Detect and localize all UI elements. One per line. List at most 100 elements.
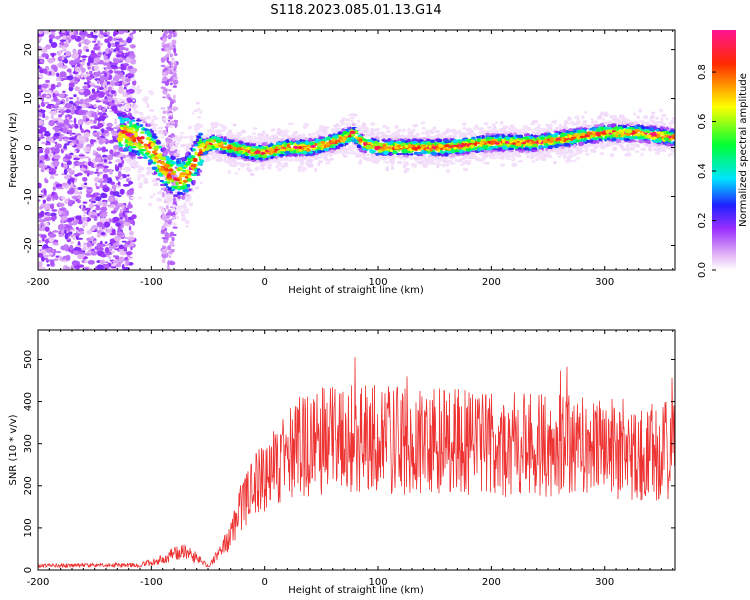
spectrogram-cell (68, 217, 75, 221)
spectrogram-cell (172, 214, 177, 218)
spectrogram-cell (52, 160, 60, 167)
spectrogram-cell (101, 146, 107, 153)
spectrogram-cell (49, 212, 57, 217)
spectrogram-cell (166, 224, 172, 227)
spectrogram-cell (125, 56, 132, 63)
spectrogram-cell (272, 153, 277, 157)
spectrogram-cell (129, 51, 135, 56)
spectrogram-cell (43, 30, 51, 35)
spectrogram-cell (517, 160, 524, 163)
spectrogram-cell (83, 170, 89, 174)
spectrogram-cell (118, 246, 125, 250)
spectrogram-cell (124, 144, 129, 148)
spectrogram-cell (467, 159, 472, 164)
spectrogram-cell (169, 102, 173, 109)
spectrogram-cell (115, 54, 122, 58)
spectrogram-cell (96, 264, 104, 270)
spectrogram-cell (166, 264, 170, 270)
spectrogram-cell (149, 109, 153, 112)
spectrogram-cell (550, 120, 556, 124)
spectrogram-cell (138, 184, 143, 189)
spectrogram-cell (385, 130, 392, 133)
spectrogram-cell (63, 244, 69, 250)
spectrogram-cell (106, 122, 113, 128)
spectrogram-cell (191, 112, 195, 115)
spectrogram-cell (171, 68, 174, 73)
spectrogram-cell (72, 157, 81, 161)
spectrogram-cell (418, 160, 425, 164)
spectrogram-cell (96, 212, 100, 217)
spectrogram-cell (167, 260, 170, 266)
spectrogram-cell (115, 104, 122, 107)
spectrogram-cell (80, 34, 85, 40)
spectrogram-cell (62, 138, 69, 142)
spectrogram-cell (122, 40, 128, 46)
spectrogram-cell (79, 98, 84, 105)
spectrogram-cell (45, 136, 53, 142)
spectrogram-cell (131, 79, 137, 86)
spectrogram-cell (349, 117, 355, 120)
spectrogram-cell (98, 87, 104, 90)
spectrogram-cell (285, 164, 289, 167)
spectrogram-cell (582, 120, 588, 124)
spectrogram-cell (41, 141, 47, 144)
spectrogram-cell (162, 118, 168, 121)
spectrogram-cell (128, 147, 132, 152)
spectrogram-cell (170, 147, 176, 151)
spectrogram-cell (97, 112, 104, 116)
spectrogram-cell (58, 62, 63, 68)
spectrogram-cell (75, 235, 80, 241)
spectrogram-cell (415, 132, 420, 137)
spectrogram-cell (108, 69, 113, 74)
spectrogram-cell (102, 154, 108, 158)
spectrogram-cell (94, 218, 97, 221)
spectrogram-cell (54, 173, 59, 176)
spectrogram-cell (167, 89, 172, 92)
spectrogram-cell (167, 33, 173, 39)
spectrogram-cell (103, 71, 108, 78)
spectrogram-cell (254, 150, 261, 155)
spectrogram-cell (93, 85, 101, 88)
spectrogram-cell (105, 91, 109, 95)
spectrogram-cell (89, 227, 96, 232)
spectrogram-cell (72, 154, 79, 159)
spectrogram-cell (82, 244, 86, 250)
spectrogram-cell (129, 164, 134, 167)
spectrogram-cell (94, 71, 102, 77)
spectrogram-cell (346, 151, 351, 155)
spectrogram-cell (458, 159, 462, 163)
spectrogram-cell (75, 260, 81, 266)
spectrogram-cell (124, 217, 129, 223)
spectrogram-cell (343, 149, 348, 154)
spectrogram-cell (163, 35, 169, 38)
spectrogram-cell (43, 101, 50, 105)
spectrogram-cell (47, 152, 54, 158)
spectrogram-cell (44, 254, 50, 258)
spectrogram-cell (160, 86, 166, 90)
spectrogram-cell (119, 167, 123, 171)
spectrogram-cell (532, 159, 535, 164)
spectrogram-cell (127, 203, 133, 209)
spectrogram-cell (207, 153, 214, 156)
spectrogram-cell (51, 53, 55, 58)
spectrogram-cell (224, 154, 228, 159)
spectrogram-cell (175, 63, 178, 67)
spectrogram-cell (76, 143, 84, 149)
spectrogram-cell (511, 153, 516, 159)
spectrogram-cell (39, 206, 43, 210)
spectrogram-cell (171, 236, 175, 242)
spectrogram-cell (127, 68, 132, 71)
spectrogram-cell (80, 63, 83, 69)
spectrogram-cell (576, 156, 580, 160)
spectrogram-cell (495, 129, 500, 134)
spectrogram-cell (38, 223, 41, 229)
spectrogram-cell (94, 176, 100, 183)
spectrogram-cell (197, 107, 201, 111)
spectrogram-cell (56, 250, 61, 254)
spectrogram-cell (40, 133, 44, 139)
spectrogram-cell (110, 62, 119, 66)
spectrogram-cell (121, 264, 125, 270)
spectrogram-cell (138, 196, 142, 200)
spectrogram-cell (474, 124, 479, 129)
